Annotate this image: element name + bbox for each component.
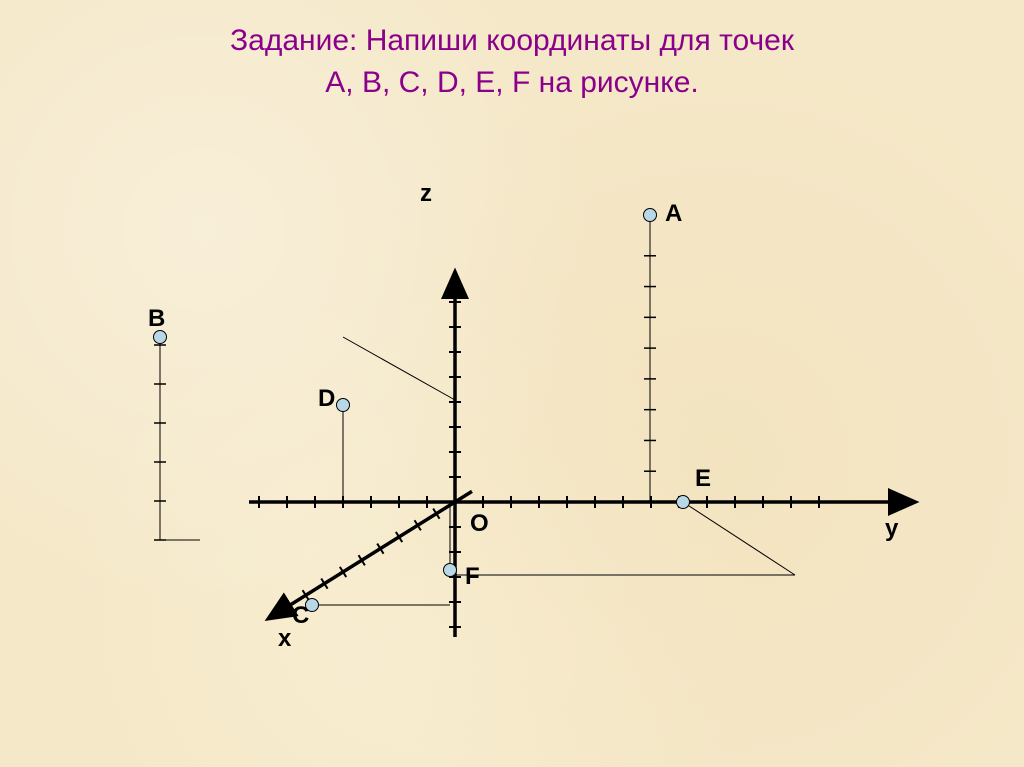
point-E	[676, 495, 690, 509]
point-label-D: D	[318, 385, 335, 413]
coordinate-diagram: z y x О A B C D E F	[100, 170, 920, 730]
page-title: Задание: Напиши координаты для точек A, …	[0, 0, 1024, 104]
point-label-A: A	[665, 200, 682, 228]
axis-label-y: y	[885, 515, 898, 543]
origin-label: О	[470, 510, 489, 538]
axis-label-z: z	[420, 180, 432, 208]
point-C	[305, 598, 319, 612]
title-line-1: Задание: Напиши координаты для точек	[230, 24, 794, 57]
point-label-B: B	[148, 305, 165, 333]
point-label-E: E	[695, 465, 711, 493]
point-label-F: F	[465, 563, 480, 591]
diagram-svg	[100, 170, 920, 730]
point-F	[443, 563, 457, 577]
axis-label-x: x	[278, 625, 291, 653]
point-B	[153, 330, 167, 344]
title-line-2: A, B, C, D, E, F на рисунке.	[325, 66, 698, 99]
point-A	[643, 208, 657, 222]
point-D	[336, 398, 350, 412]
